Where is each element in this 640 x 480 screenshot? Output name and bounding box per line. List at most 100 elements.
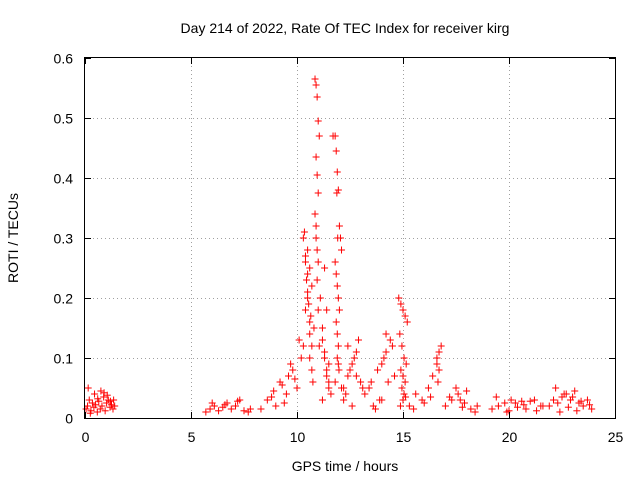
data-point xyxy=(96,405,104,413)
data-point xyxy=(352,372,360,380)
y-tick-label: 0.1 xyxy=(54,351,74,367)
data-point xyxy=(420,399,428,407)
data-point xyxy=(84,384,92,392)
data-point xyxy=(308,282,316,290)
data-point xyxy=(380,354,388,362)
data-point xyxy=(333,354,341,362)
x-tick-label: 25 xyxy=(608,429,624,445)
data-point xyxy=(333,330,341,338)
data-point xyxy=(311,75,319,83)
data-point xyxy=(350,354,358,362)
data-point xyxy=(424,384,432,392)
data-point xyxy=(446,393,454,401)
data-point xyxy=(325,384,333,392)
data-point xyxy=(314,306,322,314)
data-point xyxy=(321,354,329,362)
y-tick-label: 0.2 xyxy=(54,291,74,307)
data-point xyxy=(344,372,352,380)
data-point xyxy=(318,396,326,404)
data-point xyxy=(354,336,362,344)
data-point xyxy=(402,360,410,368)
data-point xyxy=(340,396,348,404)
data-point xyxy=(492,393,500,401)
data-point xyxy=(429,372,437,380)
data-point xyxy=(285,372,293,380)
data-point xyxy=(94,395,102,403)
data-point xyxy=(303,276,311,284)
data-point xyxy=(310,324,318,332)
y-tick-label: 0.3 xyxy=(54,231,74,247)
y-tick-label: 0.4 xyxy=(54,171,74,187)
data-point xyxy=(460,399,468,407)
data-point xyxy=(297,354,305,362)
data-point xyxy=(494,402,502,410)
data-point xyxy=(437,342,445,350)
x-axis-label: GPS time / hours xyxy=(292,458,399,474)
data-point xyxy=(586,401,594,409)
data-point xyxy=(306,264,314,272)
data-point xyxy=(335,306,343,314)
data-point xyxy=(240,407,248,415)
data-point xyxy=(463,387,471,395)
data-point xyxy=(588,405,596,413)
data-point xyxy=(246,405,254,413)
data-point xyxy=(397,300,405,308)
data-point xyxy=(579,402,587,410)
data-point xyxy=(86,409,94,417)
data-point xyxy=(352,348,360,356)
data-point xyxy=(577,397,585,405)
data-point xyxy=(321,348,329,356)
data-point xyxy=(569,393,577,401)
data-point xyxy=(564,403,572,411)
data-point xyxy=(291,375,299,383)
data-point xyxy=(85,396,93,404)
data-point xyxy=(323,366,331,374)
data-point xyxy=(530,396,538,404)
data-point xyxy=(335,222,343,230)
y-tick-label: 0.6 xyxy=(54,51,74,67)
data-point xyxy=(304,288,312,296)
data-point xyxy=(111,402,119,410)
data-point xyxy=(333,189,341,197)
data-point xyxy=(374,366,382,374)
grid-lines xyxy=(85,58,615,418)
data-point xyxy=(263,396,271,404)
data-point xyxy=(97,387,105,395)
data-point xyxy=(321,264,329,272)
data-point xyxy=(533,407,541,415)
data-point xyxy=(206,405,214,413)
data-point xyxy=(282,390,290,398)
data-point xyxy=(435,366,443,374)
data-point xyxy=(331,132,339,140)
data-point xyxy=(473,402,481,410)
data-point xyxy=(280,399,288,407)
data-point xyxy=(278,381,286,389)
data-point xyxy=(338,246,346,254)
data-point xyxy=(382,348,390,356)
data-point xyxy=(398,384,406,392)
data-point xyxy=(367,378,375,386)
data-point xyxy=(299,234,307,242)
data-point xyxy=(312,81,320,89)
data-point xyxy=(410,405,418,413)
data-point xyxy=(458,403,466,411)
data-point xyxy=(556,408,564,416)
data-point xyxy=(82,405,90,413)
data-point xyxy=(434,378,442,386)
x-tick-label: 5 xyxy=(188,429,196,445)
x-tick-label: 15 xyxy=(396,429,412,445)
data-point xyxy=(109,405,117,413)
data-point xyxy=(312,153,320,161)
data-points xyxy=(82,75,596,417)
data-point xyxy=(348,360,356,368)
data-point xyxy=(309,378,317,386)
data-point xyxy=(313,93,321,101)
data-point xyxy=(454,390,462,398)
data-point xyxy=(312,234,320,242)
data-point xyxy=(560,390,568,398)
data-point xyxy=(384,378,392,386)
data-point xyxy=(227,405,235,413)
data-point xyxy=(400,390,408,398)
data-point xyxy=(399,372,407,380)
data-point xyxy=(332,270,340,278)
